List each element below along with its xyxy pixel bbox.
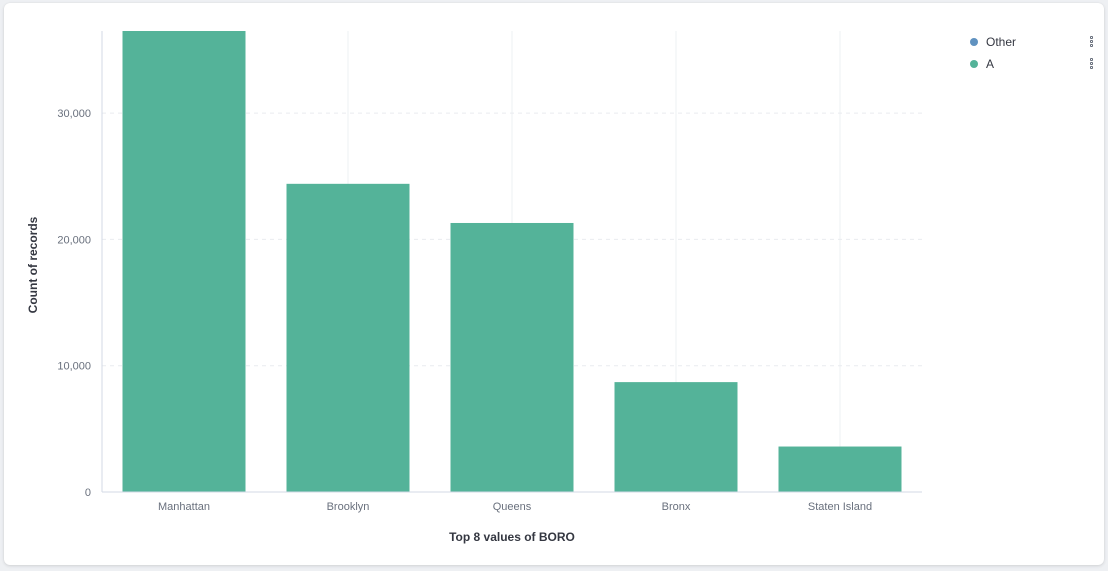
legend-swatch-a (970, 60, 978, 68)
more-vertical-icon[interactable] (1086, 57, 1098, 71)
bar-bronx (614, 382, 738, 492)
y-axis-title: Count of records (26, 216, 40, 313)
bar-chart: 0 10,000 20,000 30,000 Manhattan Brooklyn Quee… (26, 31, 922, 544)
legend-label-other: Other (986, 35, 1017, 49)
bar-manhattan (122, 31, 246, 492)
bar-queens (450, 222, 574, 492)
legend: Other A (970, 31, 1098, 75)
bars-layer (122, 31, 902, 493)
bar-staten-island (778, 446, 902, 492)
y-tick-label: 10,000 (57, 361, 91, 373)
y-tick-label: 0 (85, 487, 91, 499)
y-tick-label: 20,000 (57, 234, 91, 246)
x-tick-label: Staten Island (808, 501, 872, 513)
x-tick-label: Queens (493, 501, 532, 513)
bar-brooklyn (286, 183, 410, 493)
axis-layer: 0 10,000 20,000 30,000 Manhattan Brooklyn Quee… (57, 31, 922, 513)
chart-panel: 0 10,000 20,000 30,000 Manhattan Brooklyn Quee… (4, 3, 1104, 565)
x-tick-label: Bronx (662, 501, 691, 513)
legend-item-other[interactable]: Other (970, 31, 1098, 53)
legend-item-a[interactable]: A (970, 53, 1098, 75)
x-axis-title: Top 8 values of BORO (449, 530, 575, 544)
x-tick-label: Brooklyn (327, 501, 370, 513)
y-tick-label: 30,000 (57, 108, 91, 120)
more-vertical-icon[interactable] (1086, 35, 1098, 49)
legend-swatch-other (970, 38, 978, 46)
x-tick-label: Manhattan (158, 501, 210, 513)
legend-label-a: A (986, 57, 995, 71)
